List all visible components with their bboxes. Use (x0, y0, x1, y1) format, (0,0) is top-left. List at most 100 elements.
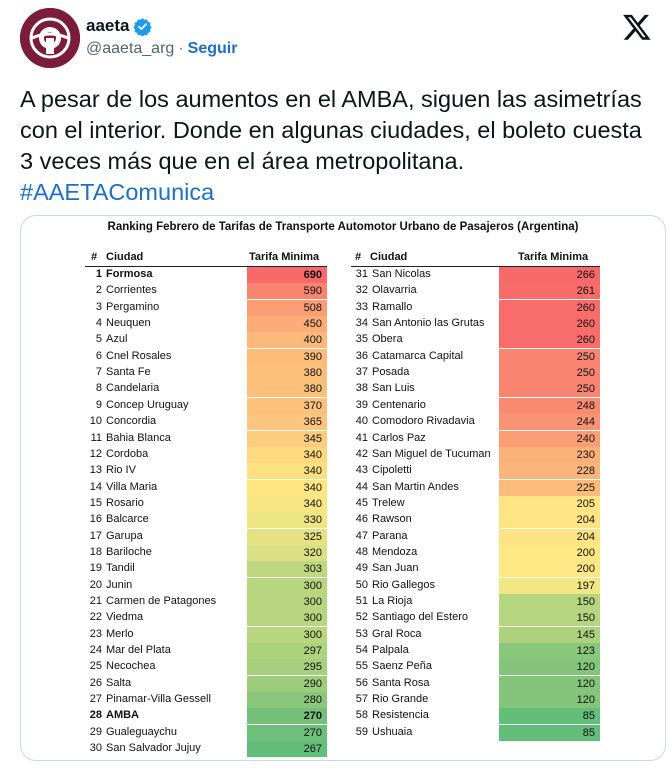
rank-number: 53 (355, 627, 368, 640)
table-row: 205 45 Trelew (351, 495, 600, 512)
table-row: 297 24 Mar del Plata (85, 643, 327, 660)
rank-number: 23 (89, 627, 102, 640)
rank-number: 13 (89, 464, 102, 477)
table-row: 340 15 Rosario (85, 495, 327, 512)
city-name: Neuquen (106, 317, 151, 330)
rank-number: 10 (89, 415, 102, 428)
rank-number: 36 (355, 349, 368, 362)
city-name: Pergamino (106, 300, 160, 313)
fare-value: 303 (247, 561, 327, 578)
city-name: Mendoza (372, 545, 418, 558)
display-name[interactable]: aaeta (86, 16, 130, 35)
rank-number: 48 (355, 545, 368, 558)
rank-number: 40 (355, 415, 368, 428)
fare-value: 380 (247, 365, 327, 382)
rank-number: 49 (355, 562, 368, 575)
rank-number: 45 (355, 496, 368, 509)
rank-number: 1 (95, 268, 102, 280)
fare-value: 340 (247, 446, 327, 463)
city-name: Junin (106, 578, 133, 591)
city-name: Corrientes (106, 284, 157, 297)
city-name: Palpala (372, 644, 409, 657)
fare-value: 204 (499, 528, 600, 545)
city-name: Ushuaia (372, 725, 413, 738)
city-name: Rosario (106, 496, 144, 509)
table-row: 300 21 Carmen de Patagones (85, 594, 327, 610)
table-row: 295 25 Necochea (85, 659, 327, 676)
fare-value: 345 (247, 430, 327, 447)
fare-value: 300 (247, 626, 327, 643)
fare-value: 120 (499, 659, 600, 676)
city-name: Viedma (106, 611, 144, 624)
city-name: Carmen de Patagones (106, 595, 217, 607)
rank-number: 43 (355, 464, 368, 477)
city-name: Catamarca Capital (372, 349, 464, 362)
table-row: 690 1 Formosa (85, 267, 327, 283)
city-name: San Antonio las Grutas (372, 317, 485, 330)
city-name: San Juan (372, 562, 419, 575)
table-row: 197 50 Rio Gallegos (351, 577, 600, 594)
rank-number: 20 (89, 578, 102, 591)
rank-number: 9 (95, 398, 102, 411)
table-row: 228 43 Cipoletti (351, 463, 600, 480)
rank-number: 39 (355, 398, 368, 411)
rank-number: 37 (355, 366, 368, 379)
fare-value: 270 (247, 724, 327, 741)
hashtag-link[interactable]: #AAETAComunica (20, 179, 215, 205)
city-name: San Nicolas (372, 268, 431, 280)
fare-value: 266 (499, 267, 600, 283)
avatar[interactable] (20, 8, 80, 68)
city-name: Necochea (106, 660, 156, 673)
fare-value: 370 (247, 397, 327, 414)
city-name: Cordoba (106, 447, 149, 460)
rank-number: 30 (89, 742, 102, 755)
table-row: 330 16 Balcarce (85, 512, 327, 529)
fare-value: 85 (499, 724, 600, 741)
city-name: Gualeguaychu (106, 725, 177, 738)
table-row: 340 13 Rio IV (85, 463, 327, 480)
x-logo-icon[interactable] (622, 12, 652, 42)
rank-number: 33 (355, 300, 368, 313)
rank-number: 31 (355, 268, 368, 280)
table-row: 267 30 San Salvador Jujuy (85, 741, 327, 758)
city-name: Olavarria (372, 284, 417, 297)
rank-number: 26 (89, 676, 102, 689)
city-name: Mar del Plata (106, 644, 171, 657)
aaeta-logo-icon (20, 8, 80, 68)
fare-value: 365 (247, 414, 327, 431)
fare-value: 230 (499, 446, 600, 463)
table-row: 266 31 San Nicolas (351, 267, 600, 283)
city-name: Santa Rosa (372, 676, 430, 689)
city-name: Parana (372, 529, 408, 542)
fare-value: 244 (499, 414, 600, 431)
fare-value: 204 (499, 512, 600, 529)
fare-value: 320 (247, 544, 327, 561)
table-row: 340 14 Villa Maria (85, 479, 327, 496)
city-name: Obera (372, 333, 403, 346)
fare-value: 248 (499, 397, 600, 414)
fare-value: 200 (499, 544, 600, 561)
table-row: 325 17 Garupa (85, 528, 327, 545)
fare-value: 197 (499, 577, 600, 594)
table-row: 270 28 AMBA (85, 708, 327, 725)
rank-number: 12 (89, 447, 102, 460)
table-row: 260 35 Obera (351, 332, 600, 349)
table-row: 450 4 Neuquen (85, 316, 327, 333)
fare-value: 508 (247, 299, 327, 316)
tweet-body: A pesar de los aumentos en el AMBA, sigu… (20, 86, 642, 174)
separator-dot: · (178, 40, 184, 57)
rank-number: 44 (355, 480, 368, 493)
fare-value: 450 (247, 316, 327, 333)
follow-button[interactable]: Seguir (187, 40, 238, 57)
fare-value: 340 (247, 463, 327, 480)
city-name: La Rioja (372, 595, 413, 607)
handle[interactable]: @aaeta_arg (86, 40, 175, 57)
fare-value: 123 (499, 643, 600, 660)
fare-value: 380 (247, 381, 327, 398)
city-name: Concordia (106, 415, 157, 428)
rank-number: 55 (355, 660, 368, 673)
table-row: 225 44 San Martin Andes (351, 479, 600, 496)
tweet-image[interactable]: Ranking Febrero de Tarifas de Transporte… (20, 215, 666, 761)
city-name: Centenario (372, 398, 426, 411)
city-name: Tandil (106, 562, 135, 575)
